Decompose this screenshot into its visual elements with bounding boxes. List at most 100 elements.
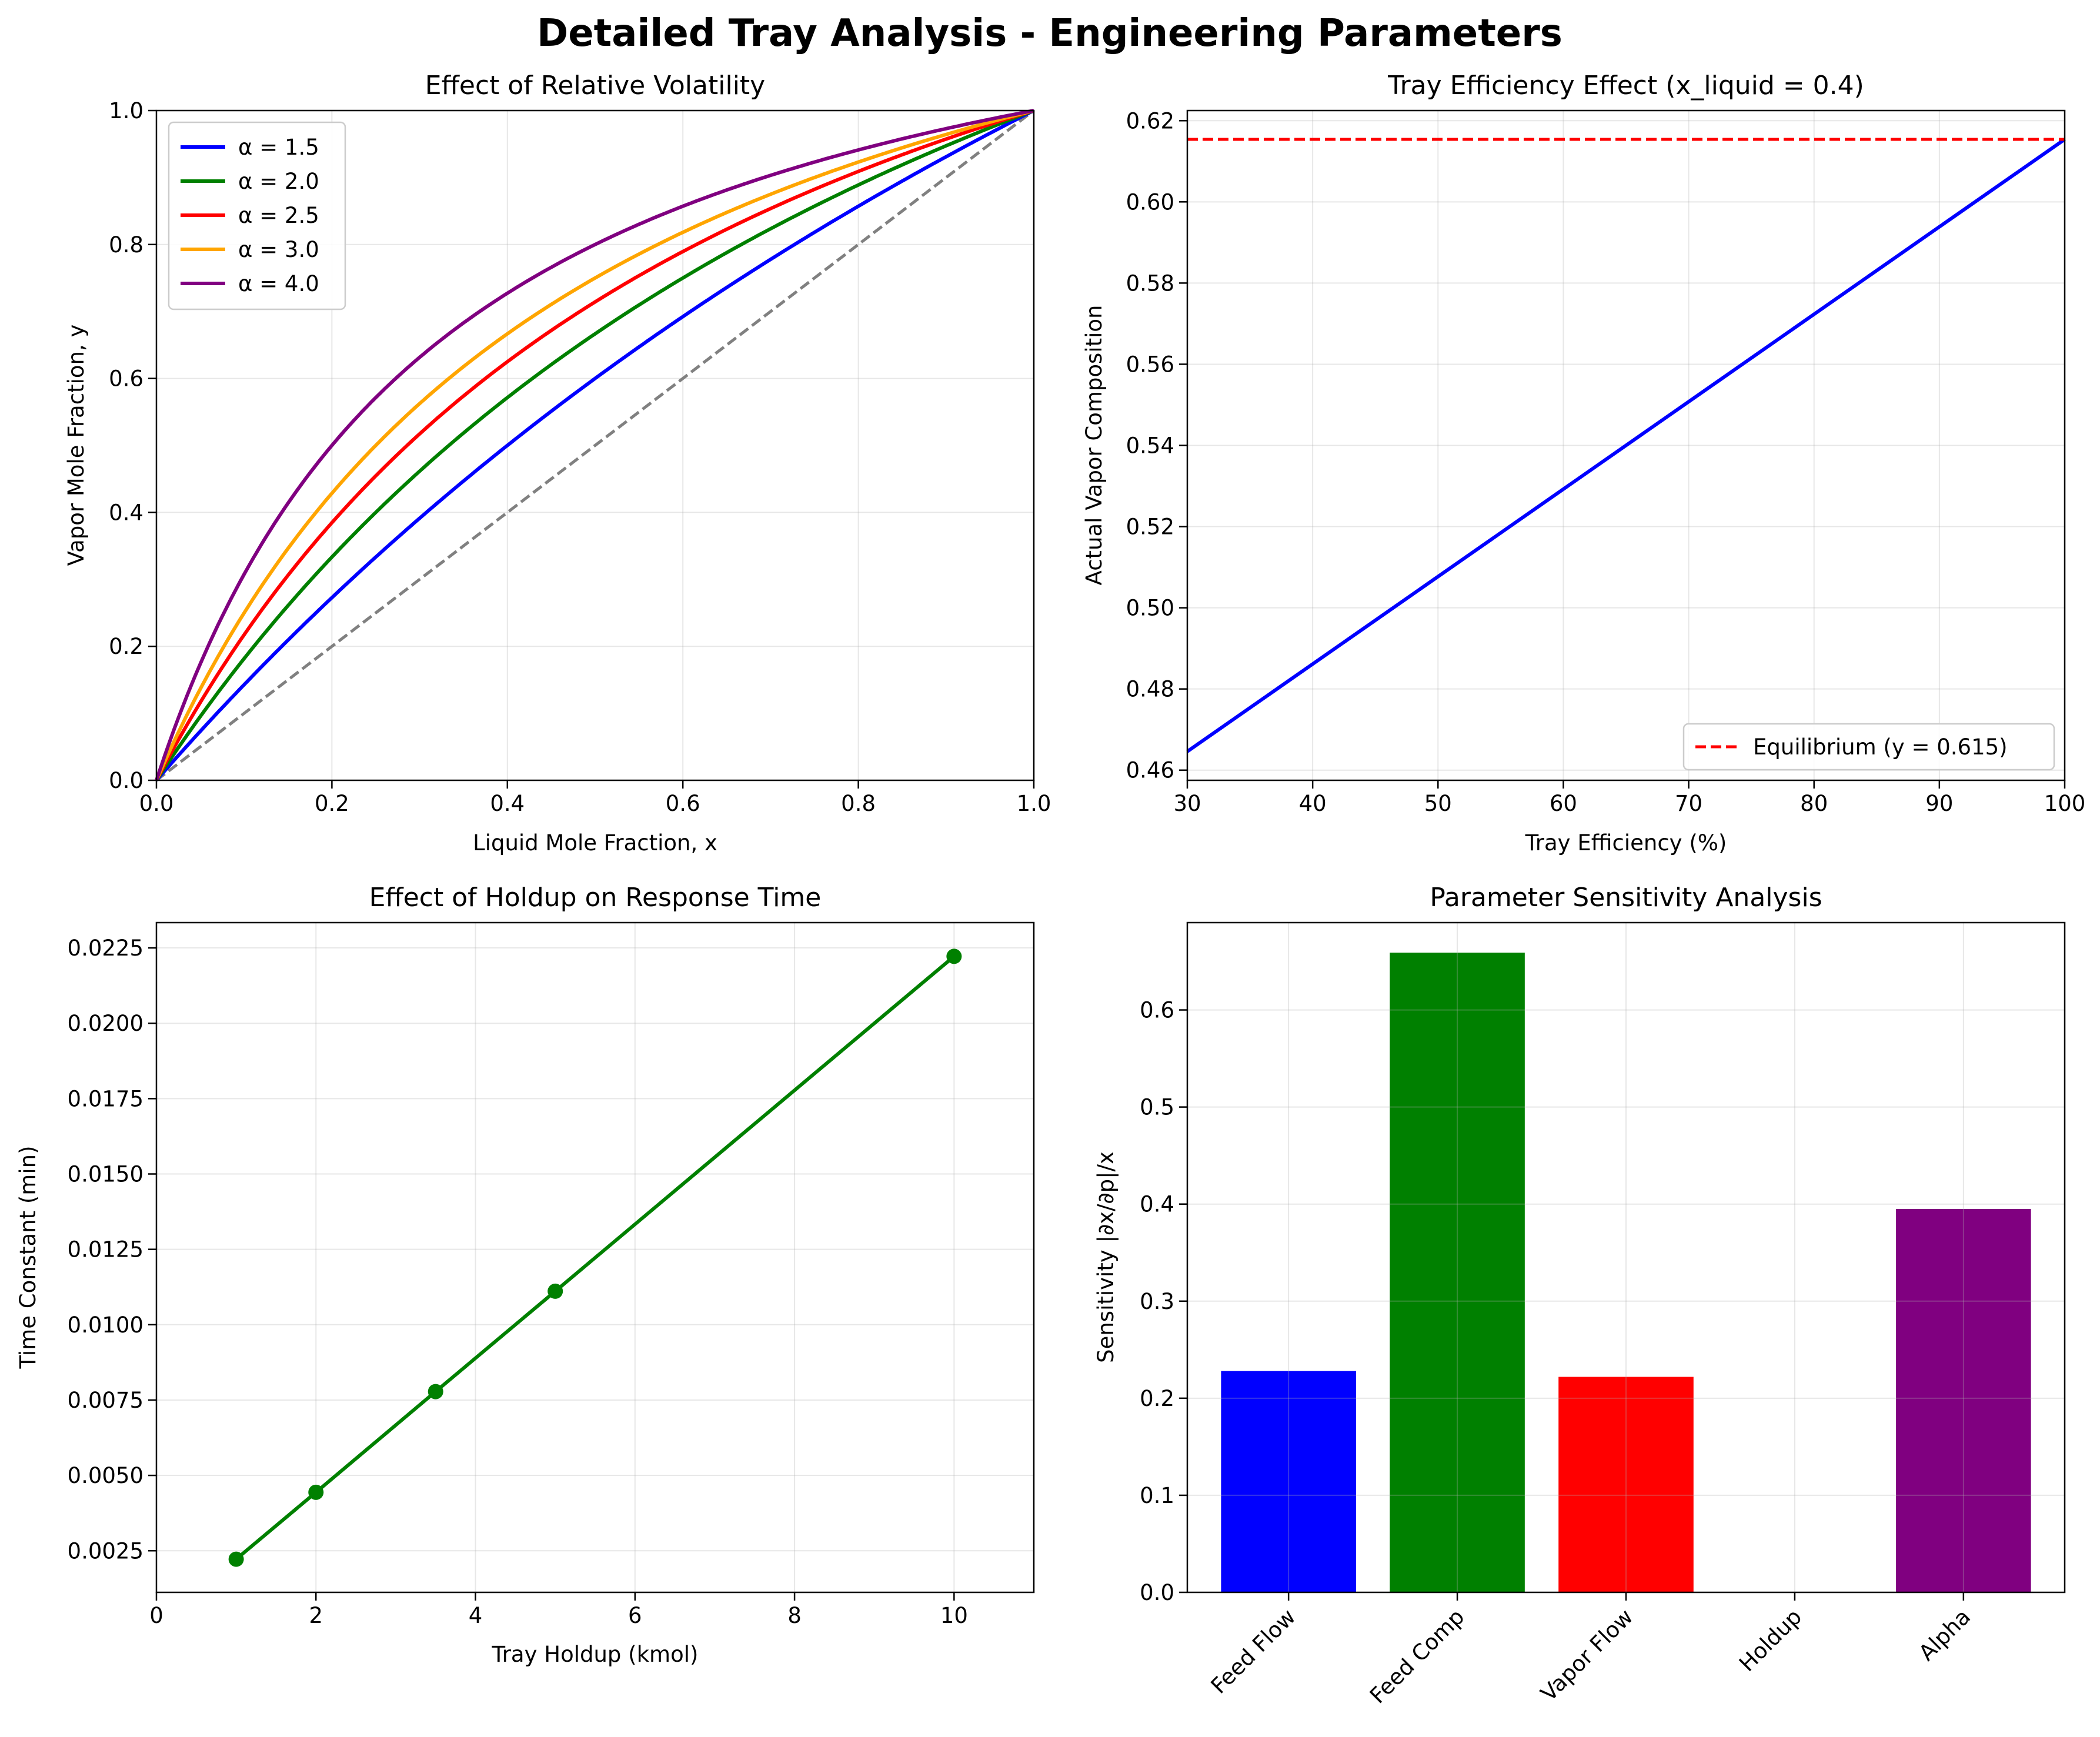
volatility-y-tick-label: 0.8 [109,232,143,258]
holdup-y-tick-label: 0.0125 [68,1237,143,1262]
bar-feed-comp [1390,953,1525,1592]
sensitivity-category-label: Feed Comp [1365,1604,1470,1709]
holdup-y-tick-label: 0.0175 [68,1086,143,1111]
vle-curve-alpha-2-5 [155,109,1034,781]
sensitivity-y-tick-label: 0.1 [1140,1483,1174,1508]
efficiency-y-tick-label: 0.52 [1126,515,1174,540]
efficiency-y-tick-label: 0.58 [1126,270,1174,296]
volatility-y-tick-label: 0.6 [109,366,143,392]
volatility-x-tick-label: 0.8 [841,791,876,816]
efficiency-x-tick-label: 70 [1675,791,1702,816]
data-point [946,948,962,964]
holdup-y-tick-label: 0.0150 [68,1162,143,1187]
holdup-frame [155,921,1035,1594]
data-point [308,1484,324,1500]
holdup-x-tick-label: 0 [149,1603,163,1628]
efficiency-y-tick-label: 0.56 [1126,352,1174,377]
vle-curve-alpha-1-5 [155,109,1035,781]
holdup-x-axis-label: Tray Holdup (kmol) [492,1642,699,1667]
diagonal-line [155,109,1035,781]
efficiency-x-tick-label: 60 [1550,791,1577,816]
efficiency-x-tick-label: 90 [1925,791,1953,816]
sensitivity-category-label: Alpha [1914,1604,1975,1666]
bar-vapor-flow [1558,1377,1694,1592]
legend-entry: α = 3.0 [238,237,319,262]
sensitivity-y-axis-label: Sensitivity |∂x/∂p|/x [1093,1151,1119,1363]
sensitivity-category-label: Vapor Flow [1536,1604,1638,1706]
legend-entry: α = 2.0 [238,169,319,194]
bar-feed-flow [1221,1371,1356,1592]
volatility-x-tick-label: 0.4 [490,791,525,816]
figure-title: Detailed Tray Analysis - Engineering Par… [537,12,1563,55]
sensitivity-y-tick-label: 0.4 [1140,1192,1174,1217]
holdup-panel-title: Effect of Holdup on Response Time [369,883,822,913]
volatility-x-tick-label: 0.6 [666,791,700,816]
efficiency-x-tick-label: 40 [1299,791,1327,816]
efficiency-panel: Tray Efficiency Effect (x_liquid = 0.4) … [1081,71,2085,856]
volatility-x-tick-label: 0.2 [315,791,349,816]
data-point [428,1384,443,1399]
sensitivity-panel: Parameter Sensitivity Analysis Sensitivi… [1093,883,2066,1709]
efficiency-y-tick-label: 0.54 [1126,433,1174,459]
volatility-y-tick-label: 0.2 [109,634,143,659]
vle-curve-alpha-3 [155,109,1034,781]
sensitivity-y-tick-label: 0.0 [1140,1580,1174,1605]
volatility-legend [168,121,346,310]
data-point [228,1551,244,1567]
efficiency-x-tick-label: 80 [1800,791,1828,816]
legend-entry: α = 2.5 [238,203,319,228]
holdup-grid [156,923,1034,1592]
sensitivity-y-tick-label: 0.5 [1140,1095,1174,1120]
holdup-y-tick-label: 0.0025 [68,1538,143,1564]
efficiency-y-tick-label: 0.62 [1126,108,1174,133]
holdup-x-tick-label: 10 [940,1603,968,1628]
sensitivity-category-label: Holdup [1734,1604,1807,1676]
vapor-composition-line [1186,138,2066,753]
efficiency-y-tick-label: 0.50 [1126,596,1174,621]
efficiency-x-tick-label: 30 [1173,791,1201,816]
holdup-panel: Effect of Holdup on Response Time Tray H… [15,883,1035,1667]
holdup-y-tick-label: 0.0100 [68,1312,143,1338]
data-point [547,1283,563,1299]
efficiency-y-tick-label: 0.48 [1126,677,1174,702]
volatility-y-tick-label: 0.0 [109,768,143,793]
efficiency-y-tick-label: 0.46 [1126,758,1174,783]
sensitivity-y-tick-label: 0.6 [1140,998,1174,1023]
vle-curve-alpha-4 [155,109,1034,781]
sensitivity-y-tick-label: 0.2 [1140,1386,1174,1411]
efficiency-panel-title: Tray Efficiency Effect (x_liquid = 0.4) [1387,71,1864,101]
holdup-x-tick-label: 6 [628,1603,642,1628]
holdup-y-axis-label: Time Constant (min) [15,1145,41,1369]
efficiency-x-tick-label: 100 [2044,791,2086,816]
efficiency-y-axis-label: Actual Vapor Composition [1081,305,1107,586]
volatility-y-tick-label: 0.4 [109,500,143,525]
sensitivity-category-label: Feed Flow [1206,1604,1301,1699]
efficiency-y-tick-label: 0.60 [1126,189,1174,215]
legend-entry: α = 4.0 [238,271,319,296]
legend-entry: Equilibrium (y = 0.615) [1753,734,2008,760]
volatility-x-axis-label: Liquid Mole Fraction, x [473,830,717,856]
volatility-panel-title: Effect of Relative Volatility [425,71,765,101]
holdup-y-tick-label: 0.0050 [68,1463,143,1488]
volatility-panel: Effect of Relative Volatility Liquid Mol… [64,71,1051,856]
efficiency-x-axis-label: Tray Efficiency (%) [1525,830,1727,856]
efficiency-x-tick-label: 50 [1424,791,1452,816]
efficiency-legend [1682,723,2055,771]
volatility-x-tick-label: 0.0 [139,791,174,816]
holdup-x-tick-label: 8 [787,1603,802,1628]
legend-entry: α = 1.5 [238,135,319,160]
volatility-y-tick-label: 1.0 [109,98,143,123]
holdup-y-tick-label: 0.0225 [68,936,143,961]
volatility-x-tick-label: 1.0 [1017,791,1051,816]
sensitivity-frame [1186,921,2066,1594]
efficiency-frame [1186,109,2066,781]
holdup-x-tick-label: 4 [469,1603,483,1628]
holdup-x-tick-label: 2 [309,1603,323,1628]
bar-alpha [1896,1208,2031,1592]
volatility-y-axis-label: Vapor Mole Fraction, y [64,325,89,566]
sensitivity-panel-title: Parameter Sensitivity Analysis [1430,883,1822,913]
sensitivity-y-tick-label: 0.3 [1140,1289,1174,1314]
holdup-y-tick-label: 0.0075 [68,1388,143,1413]
vle-curve-alpha-2 [155,109,1035,781]
